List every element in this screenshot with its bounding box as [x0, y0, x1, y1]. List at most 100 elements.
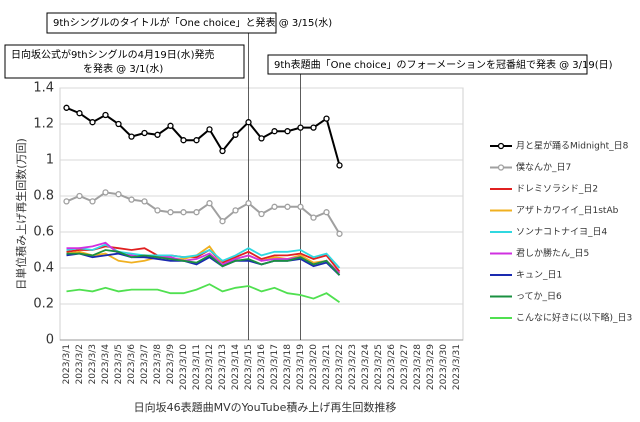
x-tick-label: 2023/3/1	[62, 344, 72, 384]
x-tick-label: 2023/3/12	[205, 344, 215, 390]
point	[180, 137, 187, 144]
x-tick-label: 2023/3/5	[114, 344, 124, 384]
x-tick-label: 2023/3/18	[283, 344, 293, 390]
x-tick-label: 2023/3/23	[348, 344, 358, 390]
point	[89, 119, 96, 126]
legend-marker	[497, 142, 505, 150]
series-line	[66, 283, 341, 303]
y-tick-label: 1.2	[33, 117, 54, 132]
x-tick-label: 2023/3/7	[140, 344, 150, 384]
x-tick-label: 2023/3/25	[374, 344, 384, 390]
point	[180, 209, 187, 216]
point	[167, 122, 174, 129]
point	[76, 110, 83, 117]
point	[193, 209, 200, 216]
x-tick-label: 2023/3/16	[257, 344, 267, 390]
point	[154, 131, 161, 138]
x-tick-label: 2023/3/8	[153, 344, 163, 385]
annotation-text: 日向坂公式が9thシングルの4月19日(水)発売	[11, 48, 215, 61]
series-line	[66, 106, 341, 166]
point	[193, 137, 200, 144]
legend-label: アザトカワイイ_日1stAb	[516, 205, 619, 216]
point	[89, 198, 96, 205]
point	[141, 198, 148, 205]
point	[63, 104, 70, 111]
x-tick-label: 2023/3/22	[335, 344, 345, 390]
x-axis-title: 日向坂46表題曲MVのYouTube積み上げ再生回数推移	[134, 400, 397, 414]
point	[258, 135, 265, 142]
x-tick-label: 2023/3/9	[166, 344, 176, 385]
y-tick-label: 0.8	[33, 189, 54, 204]
y-axis-title: 日単位積み上げ再生回数(万回)	[14, 138, 28, 290]
point	[128, 133, 135, 140]
x-tick-label: 2023/3/30	[439, 344, 449, 390]
point	[310, 214, 317, 221]
x-tick-label: 2023/3/28	[413, 344, 423, 390]
annotation-box	[267, 54, 588, 75]
annotation-box	[46, 12, 277, 34]
point	[115, 120, 122, 128]
legend-label: ってか_日6	[516, 291, 562, 302]
point	[284, 203, 291, 210]
y-tick-label: 0.4	[33, 261, 54, 276]
y-tick-label: 0.2	[33, 297, 54, 312]
annotation-text: 9th表題曲「One choice」のフォーメーションを冠番組で発表 @ 3/1…	[274, 58, 613, 71]
x-tick-label: 2023/3/14	[231, 344, 241, 390]
point	[284, 128, 291, 135]
point	[323, 209, 330, 216]
legend-label: ドレミソラシド_日2	[516, 184, 598, 195]
x-tick-label: 2023/3/4	[101, 344, 111, 385]
x-tick-label: 2023/3/24	[361, 344, 371, 390]
legend-label: キュン_日1	[516, 270, 562, 281]
x-tick-label: 2023/3/27	[400, 344, 410, 390]
point	[63, 198, 70, 205]
point	[336, 230, 343, 237]
legend-marker	[497, 164, 505, 171]
y-tick-label: 0	[46, 333, 54, 348]
legend-label: 月と星が踊るMidnight_日8	[516, 140, 629, 152]
point	[167, 209, 174, 216]
x-tick-label: 2023/3/3	[88, 344, 98, 384]
x-tick-label: 2023/3/10	[179, 344, 189, 390]
point	[323, 115, 330, 122]
x-tick-label: 2023/3/29	[426, 344, 436, 390]
series-line	[66, 191, 341, 235]
x-tick-label: 2023/3/2	[75, 344, 85, 384]
x-tick-label: 2023/3/20	[309, 344, 319, 390]
y-tick-label: 0.6	[33, 225, 54, 240]
point	[219, 218, 226, 225]
point	[271, 128, 278, 135]
point	[115, 191, 122, 198]
annotation-box	[4, 44, 245, 79]
point	[76, 192, 83, 200]
x-tick-label: 2023/3/17	[270, 344, 280, 390]
y-tick-label: 1	[46, 153, 54, 168]
annotation-text: を発表 @ 3/1(水)	[83, 62, 163, 75]
x-tick-label: 2023/3/13	[218, 344, 228, 390]
x-tick-label: 2023/3/21	[322, 344, 332, 390]
point	[206, 200, 213, 207]
point	[258, 210, 265, 218]
legend-label: ソンナコトナイヨ_日4	[516, 227, 608, 238]
x-tick-label: 2023/3/31	[452, 344, 462, 390]
y-tick-label: 1.4	[33, 81, 54, 96]
legend-label: 僕なんか_日7	[516, 161, 571, 173]
x-tick-label: 2023/3/15	[244, 344, 254, 390]
x-tick-label: 2023/3/26	[387, 344, 397, 390]
point	[297, 124, 304, 131]
point	[297, 203, 304, 210]
point	[219, 147, 226, 155]
point	[141, 129, 148, 137]
point	[102, 189, 109, 196]
point	[128, 196, 135, 203]
series-line	[66, 249, 341, 276]
legend-label: 君しか勝たん_日5	[516, 247, 589, 259]
x-tick-label: 2023/3/11	[192, 344, 202, 390]
x-tick-label: 2023/3/6	[127, 344, 137, 385]
point	[206, 126, 213, 133]
point	[310, 124, 317, 131]
point	[245, 200, 252, 207]
point	[245, 119, 252, 126]
annotation-text: 9thシングルのタイトルが「One choice」と発表 @ 3/15(水)	[53, 16, 332, 29]
